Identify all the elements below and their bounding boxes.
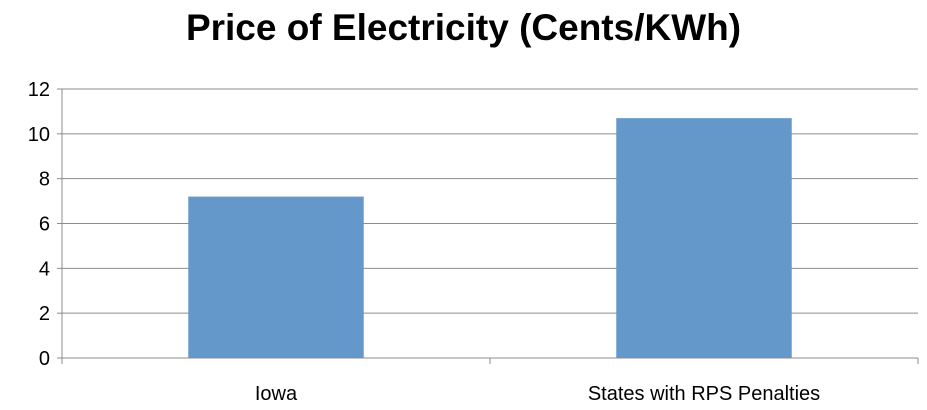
y-tick-label: 2	[39, 303, 50, 325]
x-category-labels: Iowa States with RPS Penalties	[255, 383, 820, 405]
y-tick-label: 12	[28, 79, 50, 101]
chart-title: Price of Electricity (Cents/KWh)	[185, 7, 742, 48]
axes	[57, 88, 919, 364]
y-tick-label: 4	[39, 258, 50, 280]
y-tick-label: 6	[39, 214, 50, 236]
y-tick-labels: 0 2 4 6 8 10 12	[28, 79, 50, 370]
y-tick-label: 8	[39, 169, 50, 191]
x-category-label: Iowa	[255, 383, 298, 405]
bar-iowa	[188, 196, 364, 358]
y-tick-label: 10	[28, 124, 50, 146]
bar-states-with-rps-penalties	[616, 118, 792, 359]
x-category-label: States with RPS Penalties	[588, 383, 820, 405]
bars	[188, 118, 792, 359]
y-tick-label: 0	[39, 348, 50, 370]
